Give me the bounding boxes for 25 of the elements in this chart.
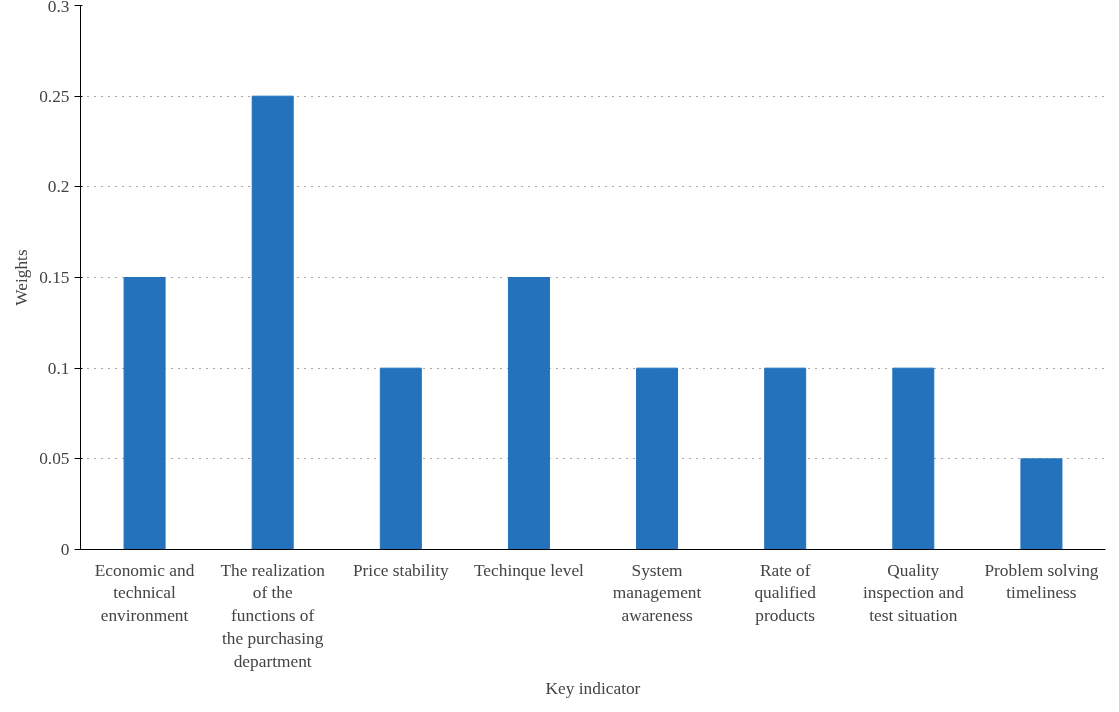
- y-tick-label: 0.2: [47, 177, 70, 197]
- y-tick-label: 0.05: [39, 449, 70, 469]
- y-tick-label: 0.3: [47, 0, 70, 16]
- bar: [379, 367, 422, 550]
- y-tick-label: 0: [60, 540, 70, 559]
- x-tick-label: Techinque level: [473, 560, 585, 580]
- x-tick-label: Rate of qualified products: [754, 560, 817, 626]
- y-tick-label: 0.25: [39, 86, 70, 106]
- bar: [507, 277, 550, 550]
- bar: [1020, 458, 1063, 550]
- y-axis-title: Weights: [12, 249, 32, 306]
- x-tick-label: Quality inspection and test situation: [863, 560, 964, 626]
- x-tick-label: Price stability: [352, 560, 450, 580]
- y-tick-label: 0.1: [47, 358, 70, 378]
- bar: [123, 277, 166, 550]
- x-tick-label: System management awareness: [612, 560, 702, 626]
- y-tick-label: 0.15: [39, 268, 70, 287]
- x-tick-label: Problem solving timeliness: [984, 560, 1099, 603]
- x-axis-title: Key indicator: [545, 678, 641, 698]
- x-tick-label: Economic and technical environment: [94, 560, 195, 626]
- bar: [764, 367, 807, 550]
- bar: [892, 367, 935, 550]
- bar: [251, 95, 294, 550]
- x-tick-label: The realization of the functions of the purchasing department: [220, 560, 326, 671]
- bar: [636, 367, 679, 550]
